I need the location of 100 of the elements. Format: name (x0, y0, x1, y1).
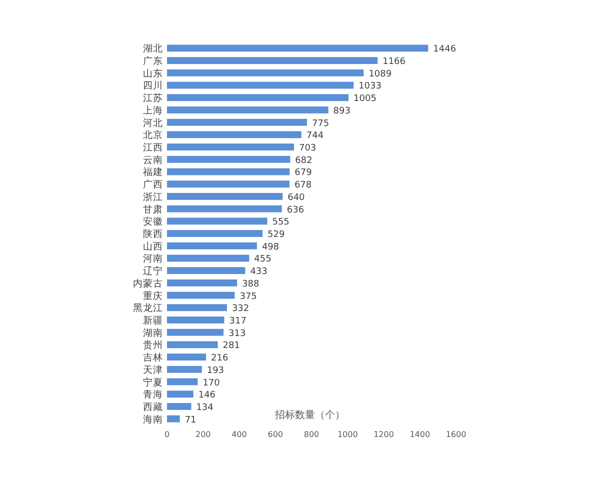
data-label: 682 (295, 156, 312, 166)
bar (167, 254, 250, 262)
data-label: 216 (211, 354, 228, 364)
y-tick-label: 黑龙江 (133, 302, 163, 314)
data-label: 281 (222, 341, 240, 352)
data-label: 313 (228, 328, 246, 339)
data-label: 1033 (358, 82, 382, 92)
y-tick-label: 湖北 (143, 42, 163, 55)
data-label: 1089 (368, 69, 392, 80)
bar (167, 403, 192, 410)
bar (167, 366, 202, 373)
bar (167, 156, 290, 163)
data-label: 134 (196, 402, 214, 413)
y-tick-label: 河北 (143, 116, 163, 129)
y-tick-label: 江苏 (143, 92, 163, 104)
y-tick-label: 河南 (143, 252, 163, 265)
bar (167, 94, 349, 102)
bar (167, 44, 428, 52)
data-label: 498 (262, 242, 280, 252)
data-label: 433 (250, 267, 268, 278)
x-tick-label: 1400 (410, 430, 430, 439)
data-label: 1166 (382, 57, 406, 68)
y-tick-label: 山东 (143, 67, 163, 80)
bar (167, 106, 328, 114)
y-tick-label: 天津 (143, 364, 163, 376)
y-tick-label: 四川 (143, 80, 163, 92)
y-tick-label: 青海 (143, 388, 163, 401)
data-label: 744 (306, 131, 324, 142)
bar (167, 57, 378, 64)
data-label: 193 (206, 366, 224, 376)
bar (167, 218, 268, 225)
bar (167, 316, 224, 324)
y-tick-label: 山西 (143, 240, 163, 252)
x-tick-label: 200 (195, 430, 211, 439)
bar (167, 118, 307, 126)
bar (167, 328, 224, 336)
data-label: 388 (242, 279, 260, 290)
bar (167, 230, 263, 237)
x-tick-label: 1200 (374, 430, 394, 439)
x-tick-label: 400 (232, 430, 247, 439)
y-tick-label: 上海 (143, 104, 163, 116)
y-tick-label: 西藏 (143, 400, 163, 413)
data-label: 332 (232, 304, 250, 314)
y-tick-label: 广西 (143, 178, 163, 191)
y-tick-label: 宁夏 (143, 376, 163, 388)
x-tick-label: 0 (164, 430, 170, 439)
y-tick-label: 云南 (143, 154, 163, 166)
y-tick-label: 北京 (143, 129, 163, 142)
y-tick-label: 湖南 (143, 326, 163, 339)
data-label: 775 (312, 118, 330, 129)
y-tick-label: 甘肃 (143, 203, 163, 216)
bar (167, 144, 294, 150)
bar (167, 390, 194, 398)
bar (167, 292, 235, 299)
data-label: 317 (229, 316, 246, 326)
data-label: 555 (272, 218, 290, 228)
y-tick-label: 重庆 (143, 290, 163, 302)
bar (167, 205, 282, 212)
bar (167, 242, 257, 250)
y-tick-label: 贵州 (143, 339, 163, 352)
data-label: 71 (184, 415, 196, 426)
data-label: 679 (294, 168, 312, 178)
bar (167, 192, 283, 200)
x-tick-label: 1600 (446, 430, 466, 439)
data-label: 455 (254, 254, 272, 265)
data-label: 636 (286, 205, 304, 216)
bar (167, 304, 227, 312)
x-tick-label: 1000 (337, 430, 358, 439)
bar (167, 354, 206, 361)
data-label: 170 (202, 378, 220, 388)
x-tick-label: 600 (268, 430, 284, 439)
bar (167, 168, 290, 176)
data-label: 640 (288, 192, 306, 203)
bar (167, 415, 180, 422)
data-label: 1446 (433, 44, 456, 55)
data-label: 893 (333, 106, 350, 116)
bar (167, 341, 218, 348)
bar (167, 180, 290, 188)
bar (167, 69, 364, 76)
bar (167, 82, 354, 89)
y-tick-label: 福建 (143, 166, 163, 178)
y-tick-label: 江西 (143, 142, 163, 154)
data-label: 146 (198, 390, 216, 401)
y-tick-label: 海南 (143, 413, 163, 426)
y-tick-label: 广东 (143, 55, 163, 68)
x-axis-title: 招标数量（个） (274, 409, 345, 421)
y-tick-label: 新疆 (143, 314, 163, 326)
data-label: 1005 (354, 94, 376, 104)
y-tick-label: 浙江 (143, 190, 163, 203)
y-tick-label: 辽宁 (143, 265, 163, 278)
data-label: 529 (268, 230, 286, 240)
bar (167, 131, 302, 138)
data-label: 703 (298, 144, 316, 154)
y-tick-label: 陕西 (143, 228, 163, 240)
y-tick-label: 安徽 (143, 216, 163, 228)
bar (167, 378, 198, 386)
y-tick-label: 吉林 (143, 352, 163, 364)
data-label: 678 (294, 180, 312, 191)
y-tick-label: 内蒙古 (133, 277, 163, 290)
bar (167, 267, 246, 274)
